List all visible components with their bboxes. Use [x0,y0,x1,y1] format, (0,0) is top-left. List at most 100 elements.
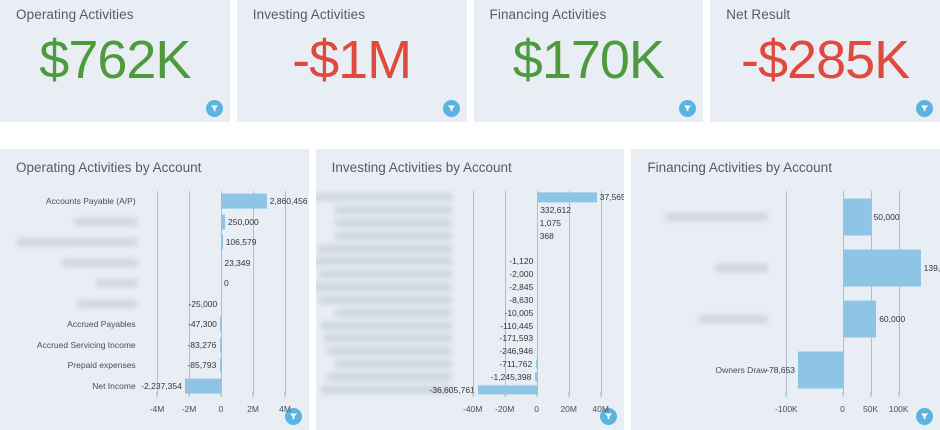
bar-row[interactable]: 37,565,026 [315,191,624,204]
bar-value-label: 2,860,456 [269,196,308,206]
bar-row[interactable]: 23,349 [0,253,309,274]
bar-value-label: 250,000 [228,216,259,227]
axis-tick-mark [504,392,506,397]
x-axis: -100K 0 50K 100K [631,392,940,416]
bar-row[interactable]: Accrued Payables -47,300 [0,314,309,335]
bar-row[interactable]: -1,120 [315,255,625,268]
bar-row[interactable]: -110,445 [316,319,625,332]
bar-row[interactable]: Net Income -2,237,354 [0,376,309,397]
filter-icon[interactable] [442,100,460,117]
bar-row[interactable]: 1,075 [316,217,625,230]
chart-panel-operating-activities[interactable]: Operating Activities by Account Accounts… [0,149,309,430]
kpi-value: -$285K [741,30,910,90]
category-label-redacted [76,299,137,308]
plot-area: 37,565,026 332,612 1,075 368 -1,120 -2,000-2,… [315,191,625,396]
axis-tick-label: 2M [247,404,259,414]
axis-tick-mark [536,392,538,397]
chart-panel-financing-activities[interactable]: Financing Activities by Account 50,000 13… [631,149,940,430]
category-label-redacted [321,385,453,394]
bar[interactable] [534,372,537,382]
bar[interactable] [220,316,222,332]
bar-row[interactable]: -2,000 [316,268,625,281]
bar-row[interactable]: Owners Draw -78,653 [631,345,940,396]
category-label-redacted [715,263,769,272]
category-label-redacted [335,206,453,215]
axis-tick-label: 0 [218,404,224,414]
bar[interactable] [478,384,537,395]
bar[interactable] [842,198,871,236]
category-label-redacted [315,257,453,266]
bar[interactable] [221,234,223,250]
bar[interactable] [842,249,921,287]
filter-icon[interactable] [205,100,223,117]
axis-tick-mark [842,392,844,397]
category-label: Accrued Payables [67,319,136,329]
filter-icon[interactable] [916,100,933,117]
axis-tick-label: -40M [462,404,483,414]
bar[interactable] [536,192,597,203]
kpi-card-financing-activities[interactable]: Financing Activities $170K [473,0,704,122]
bar-row[interactable]: 332,612 [316,204,625,217]
kpi-title: Investing Activities [252,7,366,22]
axis-tick-label: 40M [592,404,609,414]
bar-row[interactable]: -711,762 [316,358,625,371]
bar-row[interactable]: 250,000 [0,212,309,233]
bar-row[interactable]: 139,118 [631,242,940,293]
category-label-redacted [324,334,453,343]
bar-value-label: -8,630 [509,294,534,305]
category-label-redacted [315,283,453,292]
bar-row[interactable]: -2,845 [315,281,625,294]
bar-rows: Accounts Payable (A/P) 2,860,456 250,000 10… [0,191,309,396]
bar-row[interactable]: Accrued Servicing Income -83,276 [0,335,309,356]
kpi-card-net-result[interactable]: Net Result -$285K [710,0,940,122]
bar-value-label: 139,118 [923,262,940,273]
bar-row[interactable]: -246,946 [316,345,625,358]
bar[interactable] [535,359,537,369]
bar-row[interactable]: -25,000 [0,294,309,315]
bar-row[interactable]: 106,579 [0,232,309,253]
filter-icon[interactable] [284,408,302,425]
bar-row[interactable]: 50,000 [631,191,940,242]
filter-icon[interactable] [600,408,618,425]
category-label-redacted [73,217,137,226]
bar-value-label: -83,276 [187,339,217,350]
bar-row[interactable] [316,242,625,255]
kpi-value: -$1M [292,30,412,90]
bar[interactable] [219,357,221,373]
kpi-card-investing-activities[interactable]: Investing Activities -$1M [236,0,467,122]
chart-panel-investing-activities[interactable]: Investing Activities by Account 37,565,0… [315,149,625,430]
plot-area: Accounts Payable (A/P) 2,860,456 250,000 10… [0,191,309,396]
bar-value-label: -246,946 [499,345,533,356]
category-label-redacted [318,270,453,279]
bar-row[interactable]: Prepaid expenses -85,793 [0,355,309,376]
category-label: Accrued Servicing Income [36,339,136,350]
bar[interactable] [219,337,221,353]
bar-row[interactable]: 368 [316,229,625,242]
bar-row[interactable]: -8,630 [316,294,625,307]
bar[interactable] [798,351,843,389]
category-label-redacted [16,238,137,247]
category-label-redacted [95,279,137,288]
category-label-redacted [335,219,453,228]
filter-icon[interactable] [916,408,934,425]
category-label-redacted [315,193,453,202]
bar-row[interactable]: Accounts Payable (A/P) 2,860,456 [0,191,309,212]
bar-rows: 50,000 139,118 60,000 Owners Draw-78,653 [631,191,940,396]
bar-row[interactable]: -1,245,398 [316,370,625,383]
bar-value-label: 332,612 [540,204,571,215]
bar-value-label: -85,793 [187,360,217,370]
bar[interactable] [221,214,225,230]
kpi-card-operating-activities[interactable]: Operating Activities $762K [0,0,230,122]
bar[interactable] [221,193,267,209]
axis-tick-mark [156,392,158,397]
filter-icon[interactable] [679,100,697,117]
bar-row[interactable]: -171,593 [316,332,625,345]
bar-row[interactable]: 0 [0,273,309,294]
axis-tick-mark [220,392,222,397]
bar[interactable] [185,378,221,394]
bar[interactable] [842,300,877,338]
bar-value-label: 50,000 [873,211,900,222]
bar-row[interactable]: 60,000 [631,294,940,345]
bar-row[interactable]: -10,005 [316,306,625,319]
bar-row[interactable]: -36,605,761 [316,383,625,396]
